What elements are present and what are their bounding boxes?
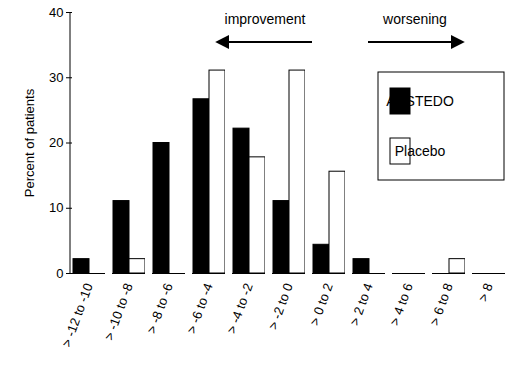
svg-text:> 4 to 6: > 4 to 6 [387, 281, 416, 327]
svg-text:> -8 to -6: > -8 to -6 [144, 281, 176, 335]
svg-text:Percent of patients: Percent of patients [22, 88, 37, 197]
svg-text:40: 40 [49, 5, 63, 20]
svg-text:> 6 to 8: > 6 to 8 [427, 281, 456, 327]
svg-text:10: 10 [49, 200, 63, 215]
svg-text:> -4 to -2: > -4 to -2 [224, 281, 256, 335]
svg-text:20: 20 [49, 135, 63, 150]
svg-text:AUSTEDO: AUSTEDO [386, 93, 454, 109]
svg-text:> 8: > 8 [475, 281, 495, 303]
svg-text:improvement: improvement [225, 11, 306, 27]
svg-text:30: 30 [49, 70, 63, 85]
svg-text:> -6 to -4: > -6 to -4 [184, 281, 216, 335]
svg-text:Placebo: Placebo [395, 143, 446, 159]
svg-text:> 2 to 4: > 2 to 4 [347, 281, 376, 327]
svg-text:> -2 to 0: > -2 to 0 [265, 281, 296, 331]
svg-text:> 0 to 2: > 0 to 2 [307, 281, 336, 327]
svg-text:0: 0 [56, 266, 63, 281]
svg-text:> -10 to -8: > -10 to -8 [101, 281, 135, 342]
svg-text:> -12 to -10: > -12 to -10 [59, 281, 96, 349]
svg-text:worsening: worsening [382, 11, 447, 27]
